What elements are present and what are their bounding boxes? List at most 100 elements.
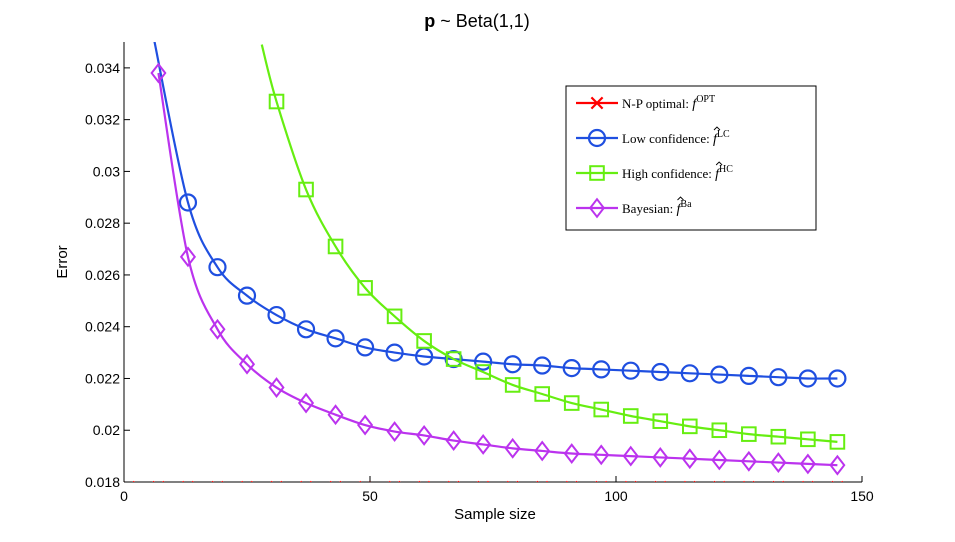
series-x xyxy=(124,480,844,482)
data-point xyxy=(770,452,787,474)
data-point xyxy=(831,480,844,482)
data-point xyxy=(418,480,431,482)
data-point xyxy=(710,365,729,384)
data-point xyxy=(503,355,522,374)
data-point xyxy=(447,480,460,482)
data-point xyxy=(504,437,521,459)
data-point xyxy=(297,392,315,414)
data-point xyxy=(355,338,375,357)
data-point xyxy=(296,320,316,339)
data-point xyxy=(683,480,696,482)
hat-accent xyxy=(715,161,723,166)
data-point xyxy=(357,280,373,296)
legend-label: N-P optimal: fOPT xyxy=(622,94,715,112)
data-point xyxy=(534,386,551,402)
data-point xyxy=(385,343,404,362)
data-point xyxy=(179,246,197,268)
y-tick-label: 0.026 xyxy=(85,267,120,283)
data-point xyxy=(152,480,165,482)
data-point xyxy=(680,364,699,383)
series-square xyxy=(260,44,846,450)
data-point xyxy=(769,368,788,387)
legend-entry: Bayesian: fBa xyxy=(576,196,692,219)
data-point xyxy=(416,333,432,349)
data-point xyxy=(798,369,817,388)
data-point xyxy=(682,418,698,435)
data-point xyxy=(770,428,787,445)
series-diamond xyxy=(150,62,846,476)
data-point xyxy=(563,395,580,411)
data-point xyxy=(740,450,757,472)
data-point xyxy=(652,446,669,468)
legend-entry: Low confidence: fLC xyxy=(576,126,730,148)
legend-marker xyxy=(590,96,604,110)
x-tick-label: 0 xyxy=(120,488,128,504)
legend-label: Bayesian: fBa xyxy=(622,199,692,217)
legend: N-P optimal: fOPT Low confidence: fLC High… xyxy=(565,85,817,231)
data-point xyxy=(208,258,227,277)
data-point xyxy=(742,480,755,482)
data-point xyxy=(150,62,167,84)
data-point xyxy=(209,318,226,340)
data-point xyxy=(300,480,313,482)
legend-marker xyxy=(587,128,607,148)
data-point xyxy=(711,422,728,439)
data-point xyxy=(388,480,401,482)
data-point xyxy=(240,480,254,482)
data-point xyxy=(713,480,726,482)
data-point xyxy=(741,426,757,442)
data-point xyxy=(651,362,670,382)
data-point xyxy=(799,453,816,475)
data-point xyxy=(622,408,639,424)
axes xyxy=(123,42,862,483)
data-point xyxy=(327,238,344,255)
data-point xyxy=(416,424,433,446)
data-point xyxy=(298,181,314,198)
series-line xyxy=(157,72,838,467)
data-point xyxy=(801,480,814,482)
y-tick-label: 0.03 xyxy=(93,163,120,179)
legend-entry: N-P optimal: fOPT xyxy=(576,94,715,112)
x-axis-label: Sample size xyxy=(454,506,536,523)
y-tick-label: 0.034 xyxy=(85,60,120,76)
ticks: 0 50 100 150 0.018 0.02 0.022 0.024 0.026 0.028 0.… xyxy=(85,60,874,504)
data-point xyxy=(829,454,846,476)
data-point xyxy=(739,366,758,385)
data-point xyxy=(506,480,519,482)
y-axis-label: Error xyxy=(54,245,71,278)
series-line xyxy=(260,44,838,443)
legend-marker xyxy=(589,165,605,181)
data-point xyxy=(237,286,257,305)
series-layer xyxy=(124,42,847,482)
data-point xyxy=(444,349,463,369)
data-point xyxy=(621,361,640,380)
legend-marker xyxy=(588,197,606,219)
data-point xyxy=(268,377,285,398)
legend-label: Low confidence: fLC xyxy=(622,129,730,147)
data-point xyxy=(800,431,816,448)
data-point xyxy=(829,434,846,450)
x-tick-label: 100 xyxy=(604,488,628,504)
data-point xyxy=(563,443,580,464)
data-point xyxy=(593,444,610,466)
y-tick-label: 0.018 xyxy=(85,474,120,490)
data-point xyxy=(445,351,462,367)
data-point xyxy=(504,377,521,393)
chart-title: p ~ Beta(1,1) xyxy=(424,11,530,31)
data-point xyxy=(593,401,610,418)
data-point xyxy=(178,193,198,212)
legend-entry: High confidence: fHC xyxy=(576,161,733,182)
data-point xyxy=(536,480,549,482)
data-point xyxy=(622,445,639,467)
data-point xyxy=(828,369,847,388)
data-point xyxy=(270,480,283,482)
y-tick-label: 0.022 xyxy=(85,370,120,386)
data-point xyxy=(267,305,286,325)
data-point xyxy=(562,359,581,378)
data-point xyxy=(329,480,342,482)
data-point xyxy=(652,413,669,429)
series-circle xyxy=(153,42,847,388)
y-tick-label: 0.024 xyxy=(85,319,120,335)
data-point xyxy=(534,440,551,462)
